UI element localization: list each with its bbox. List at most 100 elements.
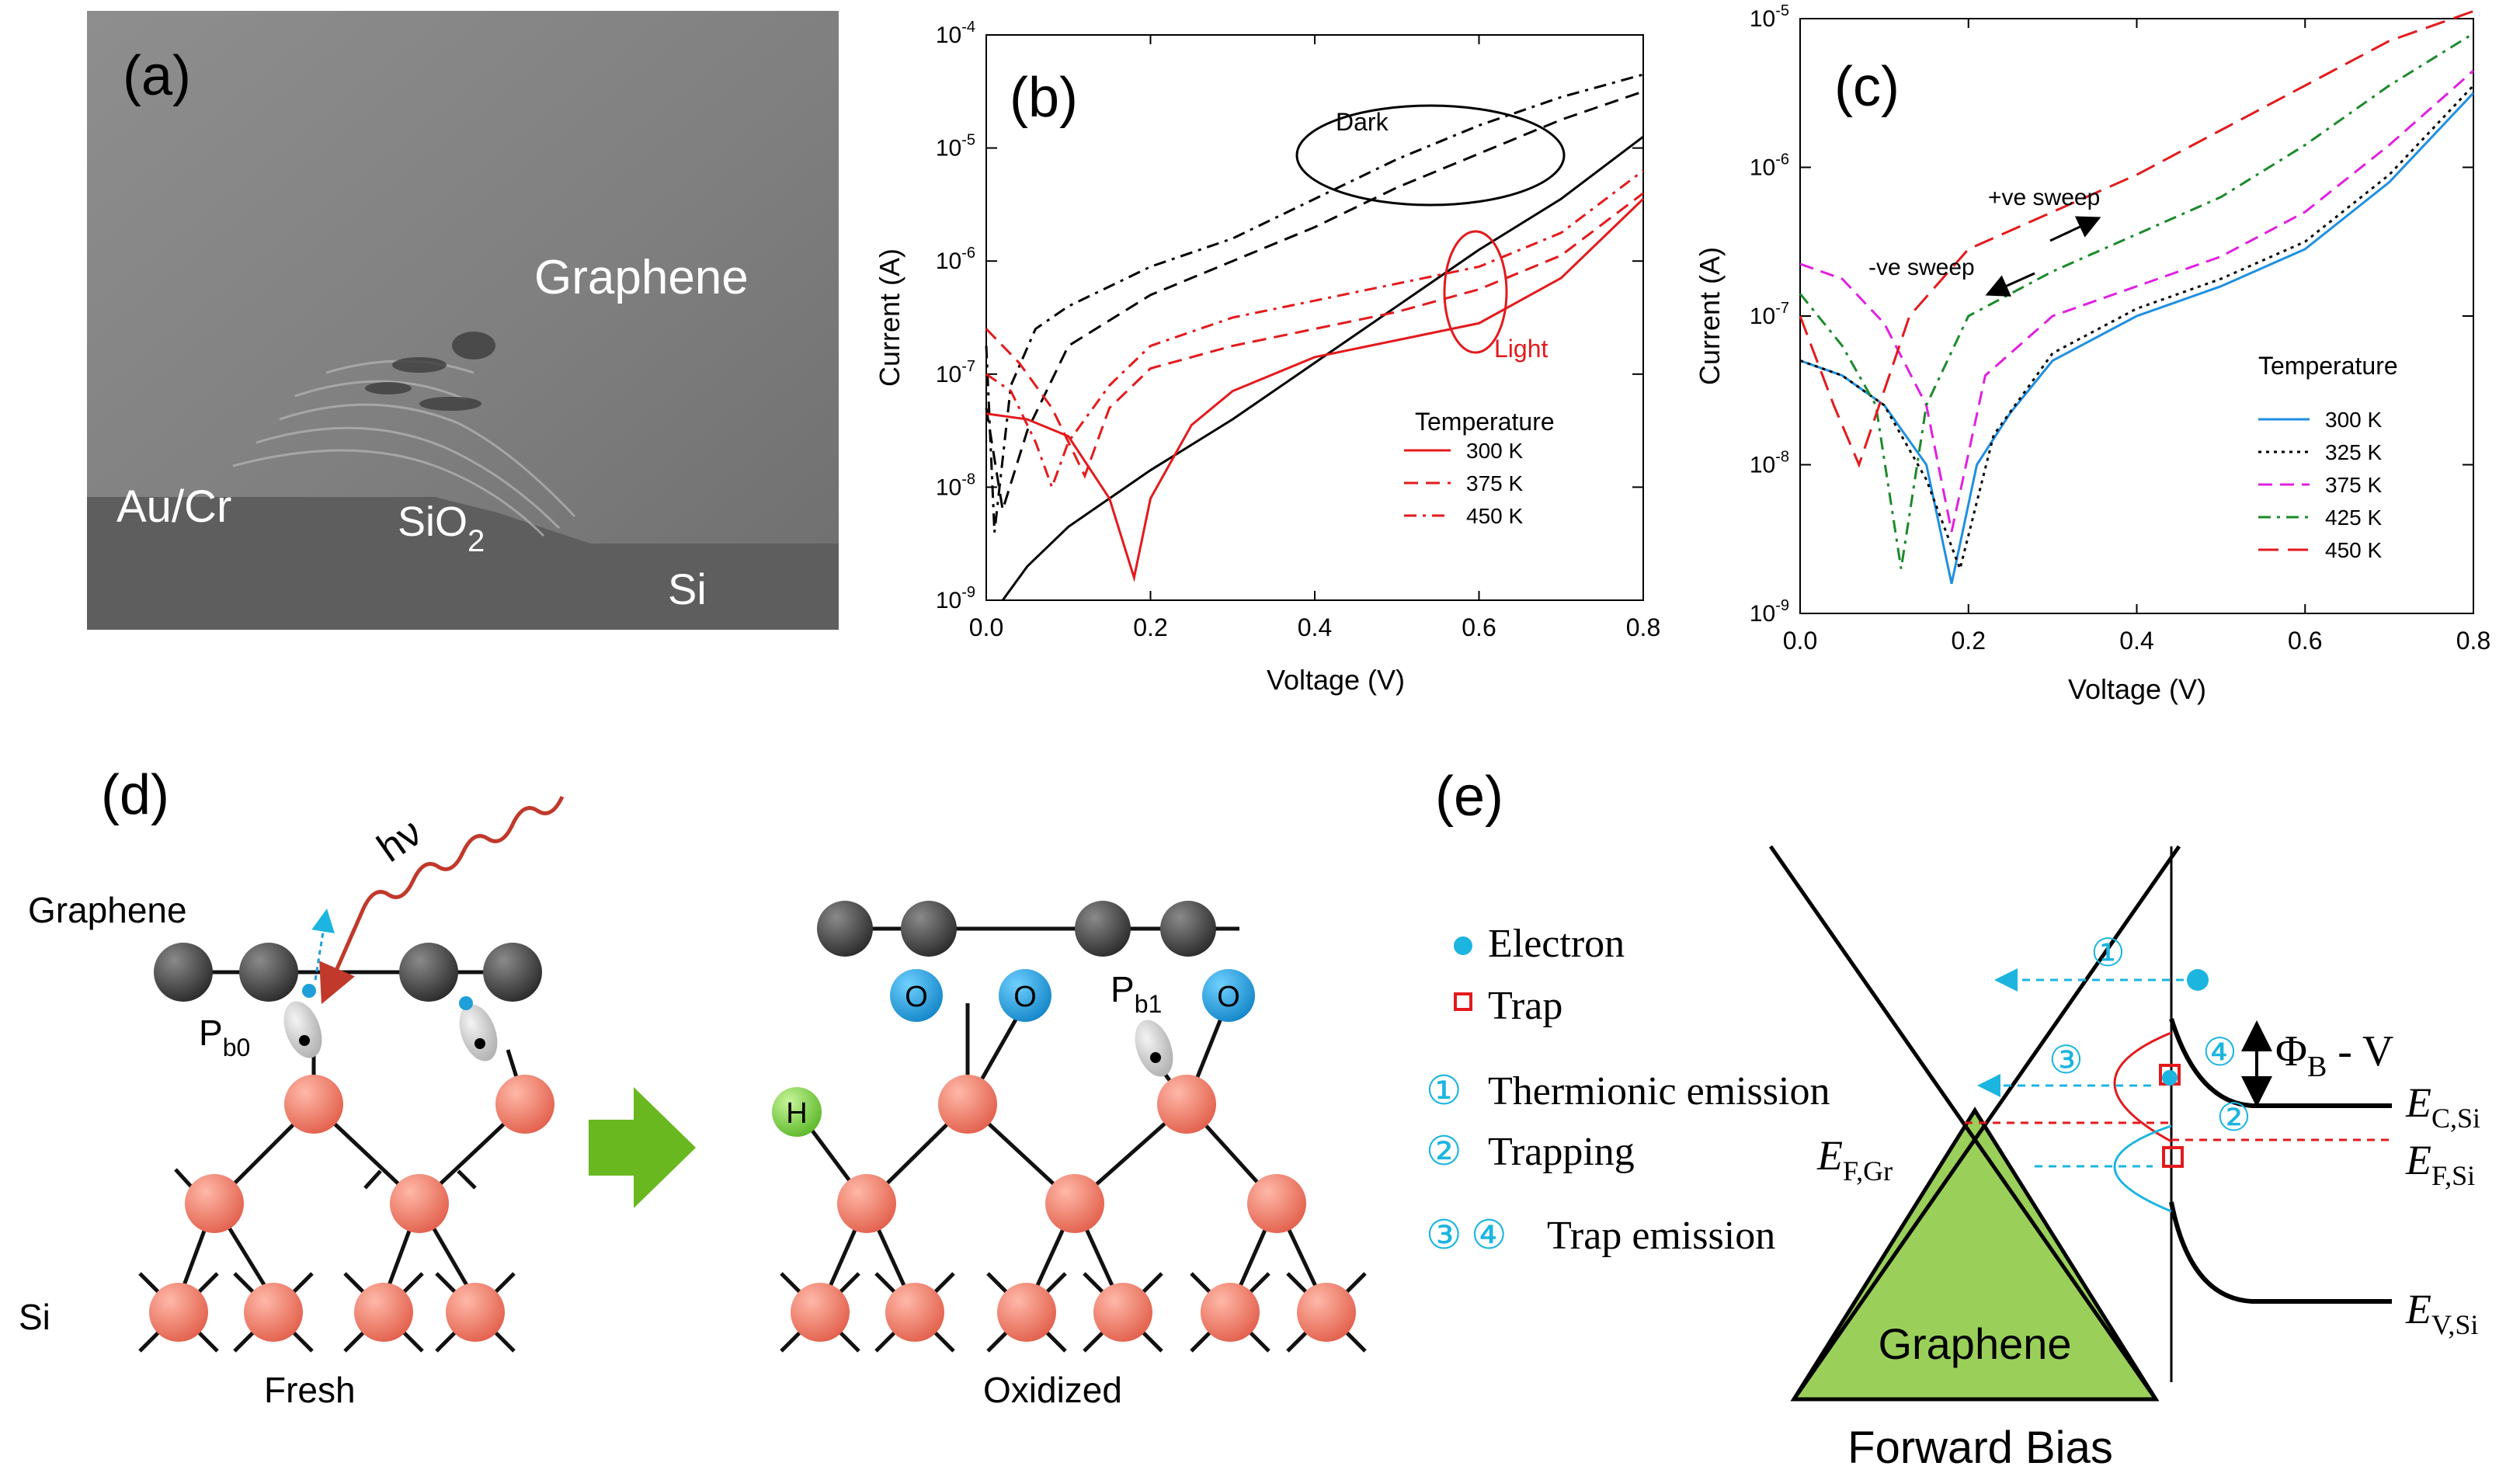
si-atom (885, 1283, 944, 1342)
carbon-atom (483, 943, 542, 1002)
panel-d: (d) Graphene Si (19, 764, 1367, 1410)
sio2-label: SiO2 (398, 499, 485, 558)
dirac-cone-line (1768, 845, 2158, 1401)
legend-entry: 375 K (1466, 471, 1523, 495)
light-annotation: Light (1494, 335, 1548, 363)
y-tick-label: 10-8 (1750, 449, 1789, 478)
legend-entry: 375 K (2325, 473, 2382, 497)
legend-trap-emission: Trap emission (1547, 1214, 1775, 1258)
graphene-label: Graphene (534, 251, 749, 304)
carbon-atom (817, 901, 873, 957)
si-atom (997, 1283, 1056, 1342)
series-line-450k-dark (985, 73, 1644, 533)
oxygen-atom-label: O (905, 981, 928, 1013)
oxygen-atom-label: O (1013, 981, 1037, 1013)
si-label: Si (668, 565, 707, 613)
carbon-atom (154, 943, 213, 1002)
x-tick-label: 0.0 (969, 613, 1003, 641)
carbon-atom (1160, 901, 1216, 957)
y-tick-label: 10-6 (1750, 151, 1789, 181)
free-electron (2187, 969, 2209, 991)
electron-dot (459, 996, 473, 1010)
si-atom (938, 1075, 997, 1134)
y-axis-label-c: Current (A) (1694, 247, 1726, 385)
y-tick-label: 10-8 (936, 471, 975, 500)
y-tick-label: 10-9 (936, 584, 975, 613)
trap-marker (2162, 1146, 2184, 1168)
ev-si-label: EV,Si (2405, 1286, 2478, 1340)
x-tick-label: 0.0 (1783, 627, 1817, 655)
oxygen-atom (1202, 969, 1255, 1022)
legend-trap: Trap (1488, 984, 1562, 1028)
y-tick-label: 10-6 (936, 245, 975, 274)
pb0-label: Pb0 (199, 1013, 250, 1061)
panel-d-label: (d) (101, 764, 169, 826)
x-tick-label: 0.6 (1462, 613, 1496, 641)
legend-entry: 300 K (1466, 439, 1523, 463)
graphene-cone-fill (1790, 1107, 2160, 1402)
series-line-375k-dark (985, 90, 1644, 510)
panel-c-chart: (c) 0.0 0.2 0.4 0.6 0.810-910-810-710-610-5 … (1694, 2, 2490, 705)
y-tick-label: 10-7 (1750, 300, 1789, 329)
dangling-bond-lobe (459, 1004, 498, 1061)
valence-band (2169, 1201, 2392, 1304)
si-atom (1045, 1174, 1104, 1233)
legend-entry: 425 K (2325, 505, 2382, 530)
legend-entry: 325 K (2325, 440, 2382, 464)
aucr-label: Au/Cr (116, 481, 231, 532)
x-axis-label-c: Voltage (V) (2068, 673, 2206, 705)
y-tick-label: 10-5 (936, 132, 975, 162)
si-atom (791, 1283, 850, 1342)
si-atom (149, 1283, 208, 1342)
carbon-atom (239, 943, 298, 1002)
si-atom (284, 1075, 343, 1134)
x-axis-label-b: Voltage (V) (1267, 664, 1405, 696)
oxidized-structure: O O O H Pb1 Oxidized (772, 901, 1367, 1410)
fresh-structure: hν Pb0 Fresh (138, 795, 565, 1410)
si-atom (1201, 1283, 1260, 1342)
emission-arrow (311, 908, 335, 981)
si-atom (244, 1283, 303, 1342)
legend-entry: 450 K (1466, 504, 1523, 528)
panel-c-label: (c) (1834, 56, 1900, 118)
legend-num-4: ④ (1471, 1214, 1507, 1258)
legend-thermionic: Thermionic emission (1488, 1069, 1830, 1113)
hydrogen-atom-label: H (786, 1097, 807, 1130)
legend-title-b: Temperature (1415, 408, 1555, 436)
graphene-label-e: Graphene (1878, 1319, 2071, 1368)
legend-title-c: Temperature (2258, 352, 2398, 380)
forward-bias-caption: Forward Bias (1847, 1423, 2113, 1473)
si-text-d: Si (19, 1297, 50, 1337)
panel-a: (a) Graphene Au/Cr SiO2 Si (87, 11, 839, 630)
legend-trapping: Trapping (1488, 1130, 1635, 1174)
pos-sweep-arrow (2049, 216, 2101, 242)
light-ellipse (1443, 230, 1508, 354)
x-tick-label: 0.2 (1952, 627, 1986, 655)
series-line-300k-dark (1001, 135, 1644, 601)
dark-ellipse (1295, 104, 1566, 207)
panel-a-label: (a) (123, 45, 191, 107)
ef-si-label: EF,Si (2405, 1137, 2475, 1191)
x-tick-label: 0.8 (2456, 627, 2490, 655)
dark-annotation: Dark (1336, 108, 1389, 136)
legend-num-3: ③ (1426, 1214, 1462, 1258)
si-atom (495, 1075, 554, 1134)
fresh-label: Fresh (264, 1370, 356, 1410)
si-atom (185, 1174, 244, 1233)
series-line-375k (1799, 69, 2474, 532)
sem-dark-spots (365, 332, 495, 411)
transition-arrow (589, 1087, 696, 1208)
x-tick-label: 0.4 (2119, 627, 2153, 655)
carbon-atom (399, 943, 458, 1002)
si-atom (1157, 1075, 1216, 1134)
si-atom (390, 1174, 449, 1233)
panel-e: (e) Electron Trap ① Thermionic emission … (1426, 766, 2480, 1473)
si-atom (1247, 1174, 1306, 1233)
oxygen-atom-label: O (1217, 981, 1240, 1013)
si-atom (1093, 1283, 1152, 1342)
trap-distribution-lower (2113, 1124, 2172, 1213)
y-tick-label: 10-4 (936, 19, 975, 48)
series-line-450k-light (985, 169, 1644, 491)
panel-b-chart: (b) 0.0 0.2 0.4 0.6 0.8 10-9 10-8 10-7 10-6 10-5 1… (874, 19, 1660, 696)
x-tick-label: 0.2 (1133, 613, 1167, 641)
